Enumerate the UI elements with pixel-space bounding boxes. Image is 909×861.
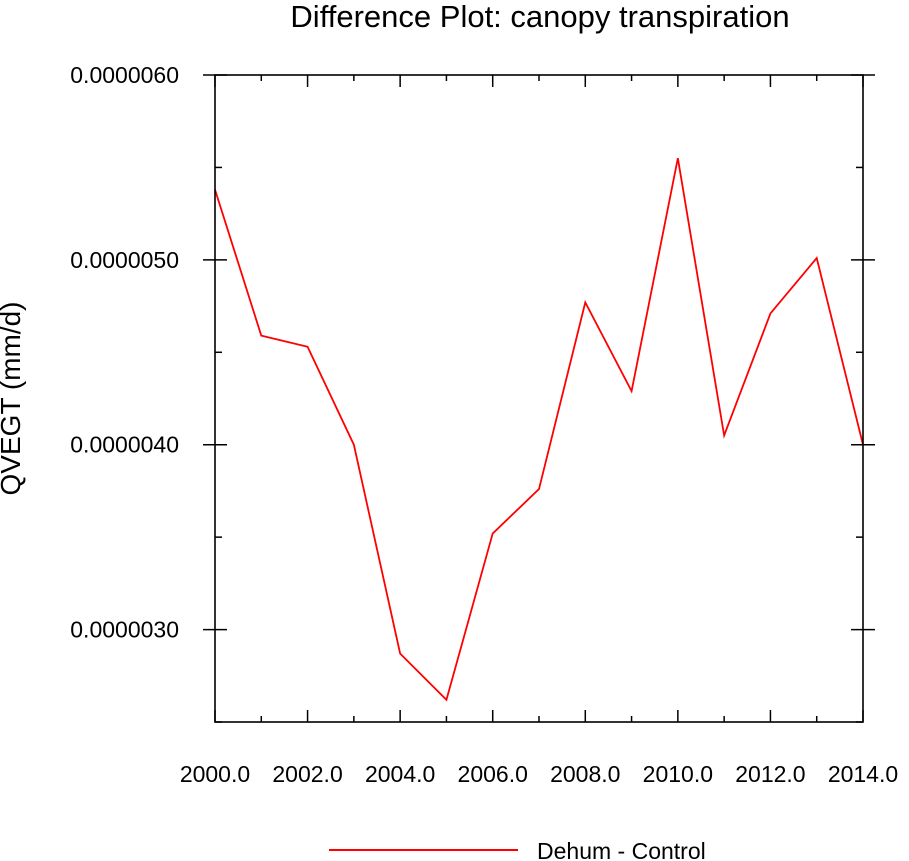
legend: Dehum - Control	[329, 838, 706, 861]
axis-ticks	[203, 74, 875, 723]
y-tick-label: 0.0000050	[70, 247, 179, 273]
plot-frame	[214, 74, 864, 723]
y-tick-label: 0.0000030	[70, 617, 179, 643]
y-tick-label: 0.0000060	[70, 62, 179, 88]
x-tick-label: 2004.0	[365, 761, 435, 787]
x-tick-label: 2014.0	[828, 761, 898, 787]
x-tick-label: 2012.0	[735, 761, 805, 787]
tick-labels: 2000.0 2002.0 2004.0 2006.0 2008.0 2010.0 2012…	[70, 62, 898, 787]
x-tick-label: 2002.0	[272, 761, 342, 787]
x-tick-label: 2008.0	[550, 761, 620, 787]
series-line-0	[214, 158, 864, 702]
y-tick-label: 0.0000040	[70, 432, 179, 458]
y-axis-label: QVEGT (mm/d)	[0, 302, 26, 496]
series-group	[214, 158, 864, 702]
x-tick-label: 2000.0	[180, 761, 250, 787]
x-tick-label: 2006.0	[458, 761, 528, 787]
legend-label-dehum-control: Dehum - Control	[537, 838, 706, 861]
x-tick-label: 2010.0	[643, 761, 713, 787]
chart-title: Difference Plot: canopy transpiration	[290, 0, 789, 34]
